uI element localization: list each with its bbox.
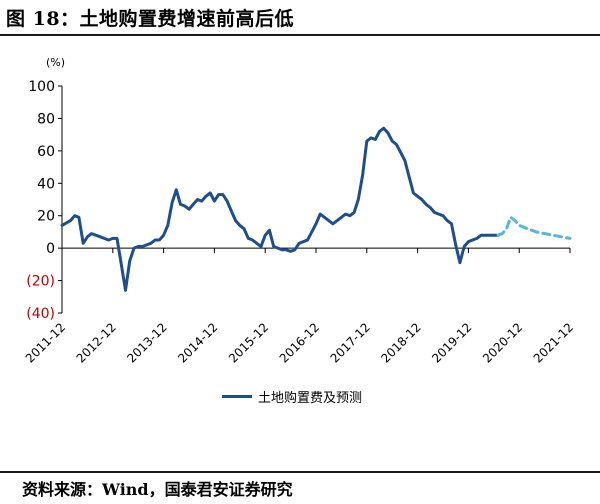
legend-label: 土地购置费及预测	[258, 391, 363, 406]
forecast-series-line	[496, 215, 572, 240]
y-tick-label: 80	[37, 111, 55, 127]
y-tick-label: 40	[37, 176, 55, 192]
y-tick-label: 60	[37, 144, 55, 160]
x-tick-label: 2019-12	[429, 320, 474, 365]
x-tick-label: 2020-12	[480, 320, 525, 365]
x-tick-label: 2021-12	[531, 320, 576, 365]
source-rule	[0, 471, 600, 473]
figure-title: 图 18：土地购置费增速前高后低	[6, 8, 295, 30]
x-tick-label: 2013-12	[124, 320, 169, 365]
source-note: 资料来源：Wind，国泰君安证券研究	[22, 480, 293, 499]
x-tick-label: 2017-12	[328, 320, 373, 365]
chart-legend: 土地购置费及预测	[222, 387, 362, 406]
x-tick-label: 2018-12	[378, 320, 423, 365]
y-tick-label: 100	[28, 79, 55, 95]
x-tick-label: 2014-12	[175, 320, 220, 365]
y-tick-label: (20)	[26, 274, 55, 290]
x-tick-label: 2016-12	[277, 320, 322, 365]
y-unit-label: (%)	[46, 56, 65, 69]
y-tick-label: (40)	[26, 306, 55, 322]
x-tick-label: 2015-12	[226, 320, 271, 365]
title-rule	[0, 34, 600, 36]
legend-swatch-line	[222, 395, 252, 398]
y-tick-label: 20	[37, 209, 55, 225]
x-tick-label: 2011-12	[23, 320, 68, 365]
y-tick-label: 0	[46, 241, 55, 257]
x-tick-label: 2012-12	[74, 320, 119, 365]
actual-series-line	[60, 126, 500, 292]
